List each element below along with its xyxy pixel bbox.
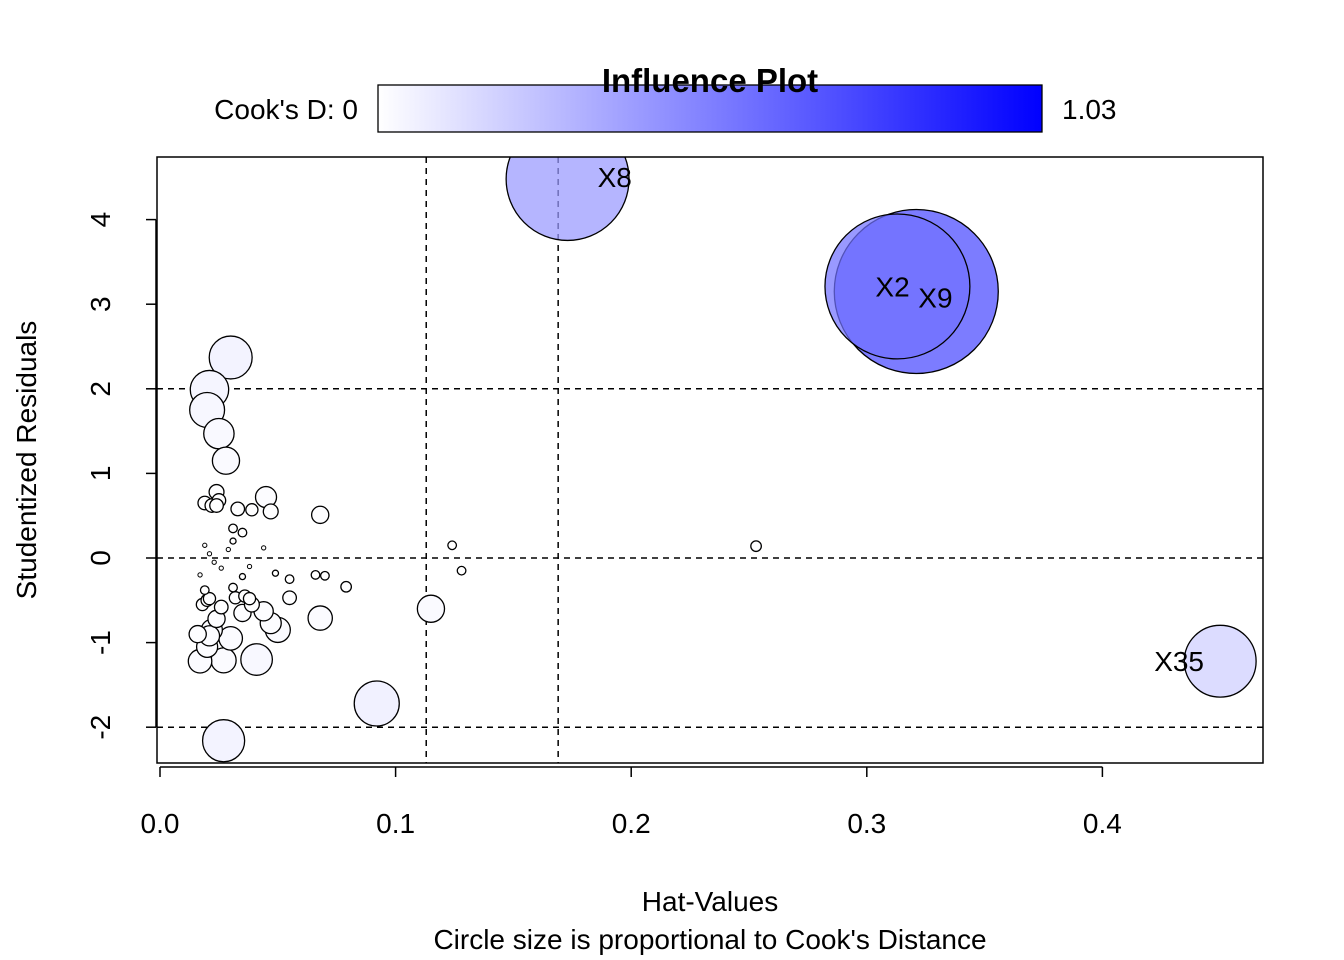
- cooks-d-color-bar: [377, 84, 1043, 133]
- data-point: [201, 719, 246, 763]
- data-point: [228, 523, 238, 534]
- y-tick-label: 4: [85, 212, 116, 228]
- plot-frame: [156, 156, 1264, 764]
- point-label-x8: X8: [598, 162, 632, 193]
- y-tick-label: 1: [85, 466, 116, 482]
- data-point: [211, 559, 217, 565]
- data-point: [228, 582, 238, 593]
- data-point: [447, 540, 458, 551]
- data-point: [246, 563, 253, 570]
- data-point: [208, 335, 253, 380]
- data-point: [262, 503, 279, 520]
- point-x35: [1183, 624, 1257, 698]
- data-point: [750, 540, 762, 553]
- x-tick-label: 0.3: [847, 808, 886, 839]
- data-point: [242, 591, 257, 606]
- data-point: [211, 446, 241, 475]
- data-point: [456, 565, 467, 576]
- data-point: [197, 572, 203, 578]
- data-point: [230, 501, 246, 517]
- y-tick-label: 0: [85, 550, 116, 566]
- y-tick-label: 3: [85, 296, 116, 312]
- chart-title: Influence Plot: [602, 62, 818, 99]
- data-point: [218, 565, 224, 571]
- data-point: [261, 545, 267, 551]
- data-point: [238, 572, 247, 581]
- data-point: [282, 590, 298, 606]
- data-point: [202, 542, 208, 548]
- y-tick-label: -1: [85, 630, 116, 655]
- point-label-x9: X9: [918, 283, 952, 314]
- data-point: [271, 569, 280, 577]
- x-axis-title: Hat-Values: [642, 886, 778, 917]
- data-point: [284, 574, 295, 585]
- y-axis: -2 -1 0 1 2 3 4: [85, 212, 157, 740]
- x-axis-subtitle: Circle size is proportional to Cook's Di…: [433, 924, 986, 955]
- data-point: [206, 551, 213, 557]
- data-point: [209, 498, 224, 513]
- data-point: [229, 537, 237, 545]
- x-tick-label: 0.2: [612, 808, 651, 839]
- data-point: [310, 505, 330, 525]
- point-x2: [824, 213, 971, 360]
- data-point: [310, 569, 321, 580]
- x-tick-label: 0.0: [141, 808, 180, 839]
- y-axis-title: Studentized Residuals: [11, 321, 42, 600]
- data-point: [245, 503, 259, 517]
- point-label-x2: X2: [875, 271, 909, 302]
- data-point: [237, 527, 248, 538]
- data-point: [203, 417, 235, 450]
- data-points: [187, 157, 1257, 763]
- data-point: [240, 643, 274, 676]
- x-tick-label: 0.4: [1083, 808, 1122, 839]
- data-point: [188, 624, 207, 644]
- x-axis: 0.0 0.1 0.2 0.3 0.4: [141, 766, 1122, 839]
- point-x8: [505, 157, 630, 242]
- data-point: [340, 580, 353, 593]
- data-point: [213, 599, 229, 615]
- data-point: [353, 680, 400, 727]
- data-point: [202, 591, 217, 606]
- data-point: [199, 585, 210, 596]
- x-tick-label: 0.1: [376, 808, 415, 839]
- y-tick-label: 2: [85, 381, 116, 397]
- point-label-x35: X35: [1154, 646, 1204, 677]
- data-point: [225, 546, 231, 553]
- y-tick-label: -2: [85, 715, 116, 740]
- data-point: [319, 570, 330, 581]
- data-point: [307, 605, 333, 631]
- cooks-d-legend-min-label: Cook's D: 0: [214, 94, 358, 125]
- reference-lines: [157, 157, 1263, 763]
- cooks-d-legend-max-label: 1.03: [1062, 94, 1117, 125]
- point-labels: X8 X2 X9 X35: [598, 162, 1204, 677]
- data-point: [416, 594, 446, 623]
